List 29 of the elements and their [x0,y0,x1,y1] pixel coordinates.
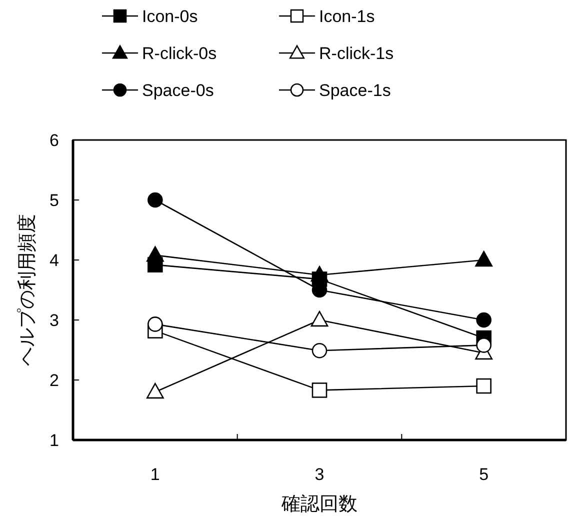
legend-label: Icon-0s [142,7,198,26]
x-tick-label: 1 [150,465,160,484]
y-tick-label: 6 [50,131,59,150]
point [148,192,163,208]
point [312,342,328,358]
point [476,312,492,328]
point [148,316,163,332]
y-tick-label: 5 [50,191,59,210]
point [312,382,328,398]
point [476,378,492,394]
legend-label: Icon-1s [319,7,375,26]
y-tick-label: 3 [50,311,59,330]
legend-label: R-click-0s [142,44,217,63]
x-axis-title: 確認回数 [280,494,358,515]
legend-label: Space-0s [142,81,214,100]
point [310,310,328,327]
point [476,338,492,353]
point [146,382,164,399]
point [310,266,328,282]
y-axis-title: ヘルプの利用頻度 [16,214,38,366]
legend-label: Space-1s [319,81,391,100]
x-tick-label: 5 [479,465,489,484]
point [475,250,493,267]
x-tick-label: 3 [314,465,324,484]
legend-label: R-click-1s [319,44,394,63]
y-tick-label: 4 [50,251,59,270]
y-tick-label: 1 [50,431,59,450]
point [146,246,164,262]
y-tick-label: 2 [50,371,59,390]
